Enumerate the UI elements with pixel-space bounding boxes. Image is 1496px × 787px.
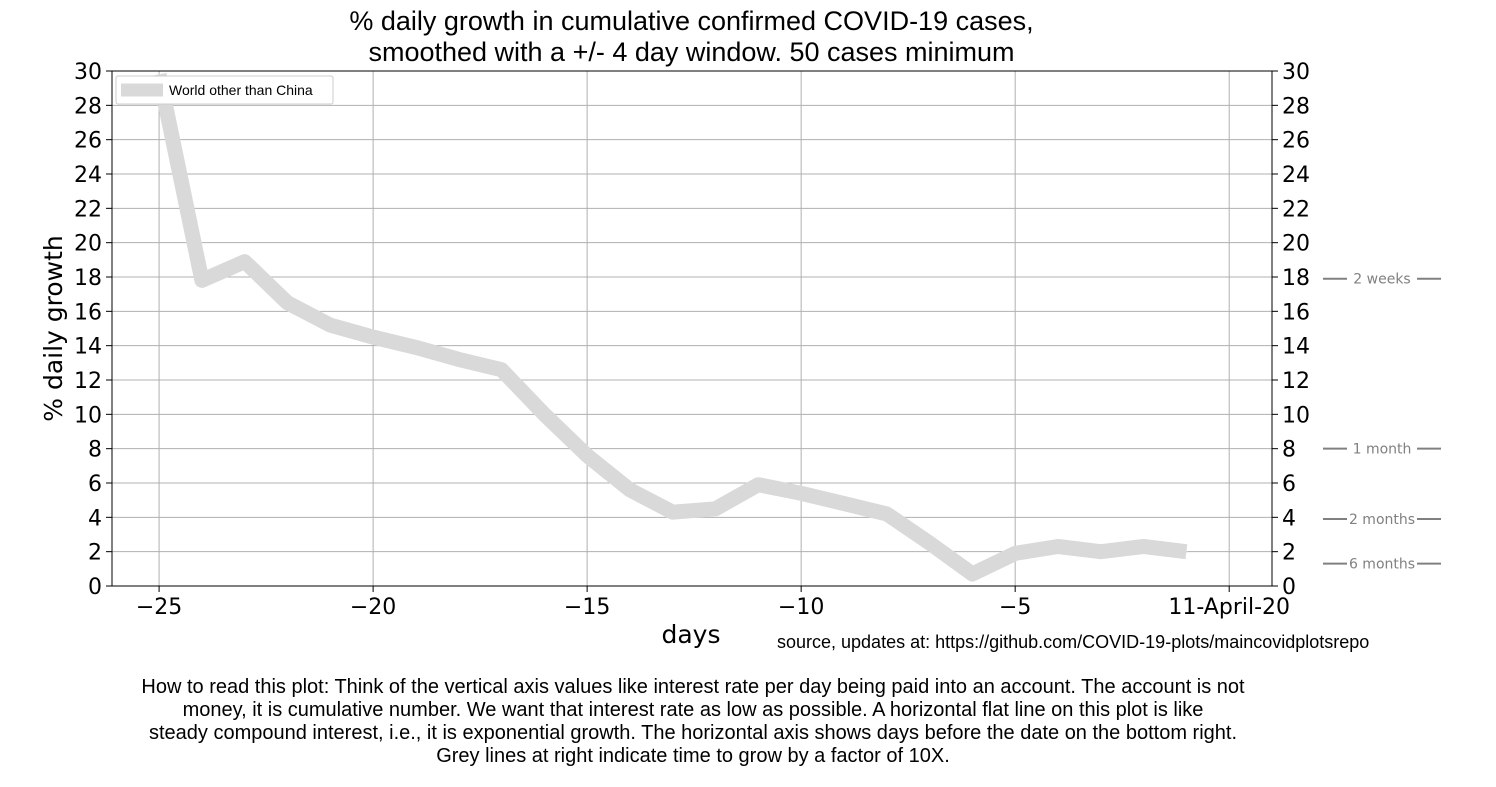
- reference-line-label: 1 month: [1353, 442, 1412, 458]
- series-point: [1056, 545, 1059, 548]
- series-point: [457, 358, 460, 361]
- x-tick-label: −25: [136, 595, 182, 620]
- y-axis-label: % daily growth: [39, 235, 68, 422]
- y-tick-label-right: 8: [1282, 438, 1296, 463]
- chart-title-line-1: % daily growth in cumulative confirmed C…: [349, 6, 1034, 36]
- reference-line-group: 1 month: [1323, 442, 1441, 458]
- series-point: [842, 502, 845, 505]
- series-point: [372, 336, 375, 339]
- series-point: [971, 572, 974, 575]
- x-tick-label: −5: [999, 595, 1031, 620]
- series-point: [329, 324, 332, 327]
- x-tick-label: −20: [350, 595, 396, 620]
- y-tick-label-right: 20: [1282, 232, 1310, 257]
- y-tick-label-right: 16: [1282, 300, 1310, 325]
- y-tick-label-right: 30: [1282, 60, 1310, 85]
- y-tick-label-right: 24: [1282, 163, 1310, 188]
- y-tick-label-left: 30: [74, 60, 102, 85]
- series-point: [543, 413, 546, 416]
- reference-line-label: 2 weeks: [1353, 272, 1410, 288]
- series-point: [757, 483, 760, 486]
- y-tick-label-left: 0: [88, 575, 102, 600]
- x-axis-label: days: [661, 620, 720, 649]
- x-tick-label: −15: [564, 595, 610, 620]
- y-tick-label-left: 20: [74, 232, 102, 257]
- legend: World other than China: [115, 75, 334, 105]
- y-tick-label-right: 18: [1282, 266, 1310, 291]
- series-point: [586, 454, 589, 457]
- caption-line: steady compound interest, i.e., it is ex…: [148, 722, 1238, 744]
- y-tick-label-left: 28: [74, 94, 102, 119]
- y-tick-label-left: 14: [74, 335, 102, 360]
- series-point: [928, 542, 931, 545]
- y-tick-label-left: 22: [74, 197, 102, 222]
- doubling-reference-lines: 2 weeks 1 month 2 months 6 months: [1323, 272, 1441, 573]
- series-point: [200, 279, 203, 282]
- series-point: [714, 507, 717, 510]
- series-point: [1185, 550, 1188, 553]
- series-point: [500, 368, 503, 371]
- y-tick-label-right: 2: [1282, 541, 1296, 566]
- caption-line: How to read this plot: Think of the vert…: [141, 676, 1245, 698]
- y-tick-label-right: 6: [1282, 472, 1296, 497]
- y-tick-label-left: 18: [74, 266, 102, 291]
- y-tick-label-left: 12: [74, 369, 102, 394]
- chart-title-line-2: smoothed with a +/- 4 day window. 50 cas…: [368, 37, 1015, 67]
- y-tick-label-left: 26: [74, 129, 102, 154]
- legend-box: [115, 75, 334, 105]
- y-tick-label-right: 12: [1282, 369, 1310, 394]
- y-tick-label-left: 6: [88, 472, 102, 497]
- series-point: [414, 346, 417, 349]
- reference-line-label: 2 months: [1349, 512, 1415, 528]
- series-point: [628, 488, 631, 491]
- plot-frame: [111, 70, 1273, 587]
- y-tick-label-right: 4: [1282, 506, 1296, 531]
- how-to-read-caption: How to read this plot: Think of the vert…: [40, 676, 1346, 768]
- series-point: [286, 301, 289, 304]
- series-point: [243, 260, 246, 263]
- y-tick-label-left: 16: [74, 300, 102, 325]
- reference-line-label: 6 months: [1349, 557, 1415, 573]
- y-tick-label-right: 10: [1282, 403, 1310, 428]
- source-note: source, updates at: https://github.com/C…: [777, 632, 1370, 652]
- y-tick-label-left: 2: [88, 541, 102, 566]
- y-tick-label-left: 8: [88, 438, 102, 463]
- y-tick-label-right: 14: [1282, 335, 1310, 360]
- reference-line-group: 2 months: [1323, 512, 1441, 528]
- series-layer: [151, 72, 1188, 582]
- series-point: [885, 512, 888, 515]
- y-tick-label-right: 26: [1282, 129, 1310, 154]
- series-point: [1142, 545, 1145, 548]
- series-point: [1014, 552, 1017, 555]
- legend-label: World other than China: [169, 82, 313, 98]
- reference-line-group: 6 months: [1323, 557, 1441, 573]
- y-tick-label-left: 4: [88, 506, 102, 531]
- caption-line: money, it is cumulative number. We want …: [182, 699, 1204, 721]
- series-line: [151, 72, 1188, 582]
- series-point: [671, 511, 674, 514]
- reference-line-group: 2 weeks: [1323, 272, 1441, 288]
- caption-line: Grey lines at right indicate time to gro…: [436, 745, 950, 767]
- y-tick-label-left: 10: [74, 403, 102, 428]
- y-tick-label-right: 0: [1282, 575, 1296, 600]
- series-point: [158, 73, 161, 76]
- series-point: [1099, 550, 1102, 553]
- y-tick-label-right: 22: [1282, 197, 1310, 222]
- ticks: −25 −20 −15 −10 −5 11-April-200 02 24 46 68 810 101…: [74, 60, 1310, 620]
- x-tick-label: 11-April-20: [1168, 595, 1290, 620]
- x-tick-label: −10: [778, 595, 824, 620]
- series-point: [800, 492, 803, 495]
- y-tick-label-right: 28: [1282, 94, 1310, 119]
- y-tick-label-left: 24: [74, 163, 102, 188]
